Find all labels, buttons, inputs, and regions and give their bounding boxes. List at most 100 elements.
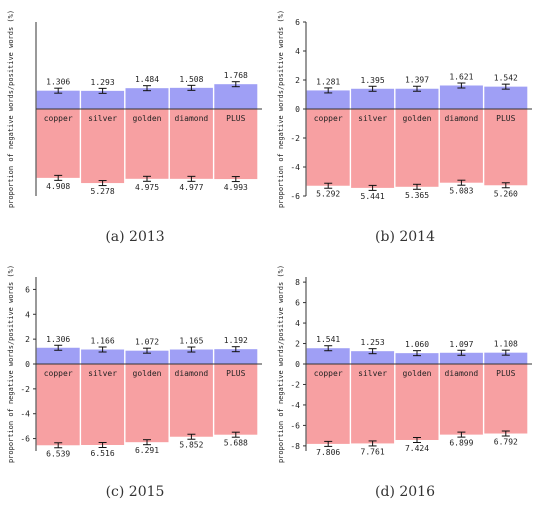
category-label: silver: [358, 369, 387, 378]
data-label: 4.975: [135, 183, 159, 192]
y-tick-label: 2: [25, 335, 30, 344]
negative-bar: [214, 364, 258, 435]
negative-bar: [306, 364, 350, 444]
category-label: PLUS: [496, 114, 515, 123]
y-axis-label: proportion of negative words/positive wo…: [277, 265, 285, 463]
y-tick-label: -8: [290, 442, 300, 451]
negative-bar: [36, 109, 80, 178]
data-label: 1.397: [405, 76, 429, 85]
negative-bar: [169, 109, 213, 179]
data-label: 5.292: [316, 190, 340, 199]
data-label: 6.792: [494, 438, 518, 447]
negative-bar: [395, 109, 439, 187]
category-label: PLUS: [496, 369, 515, 378]
data-label: 5.441: [361, 192, 385, 201]
data-label: 1.542: [494, 74, 518, 83]
data-label: 4.908: [46, 182, 70, 191]
data-label: 1.165: [179, 337, 203, 346]
data-label: 1.072: [135, 338, 159, 347]
negative-bar: [439, 109, 483, 183]
data-label: 1.508: [179, 75, 203, 84]
category-label: PLUS: [226, 369, 245, 378]
data-label: 1.166: [91, 337, 115, 346]
negative-bar: [36, 364, 80, 446]
category-label: PLUS: [226, 114, 245, 123]
category-label: copper: [44, 369, 73, 378]
data-label: 5.278: [91, 187, 115, 196]
chart-2015: 6 4 2 0 -2 -4 -6 proportion of negative words/p…: [7, 265, 262, 500]
negative-bar: [351, 364, 395, 444]
data-label: 6.291: [135, 446, 159, 455]
data-label: 5.688: [224, 439, 248, 448]
positive-bar: [395, 88, 439, 109]
category-label: silver: [358, 114, 387, 123]
positive-bar: [439, 85, 483, 109]
y-tick-label: 2: [295, 340, 300, 349]
data-label: 5.365: [405, 191, 429, 200]
data-label: 4.977: [179, 183, 203, 192]
data-label: 4.993: [224, 183, 248, 192]
y-axis-label: proportion of negative words/positive wo…: [7, 265, 15, 463]
panel-caption: (c) 2015: [106, 484, 165, 500]
y-tick-label: -4: [20, 410, 30, 419]
category-label: diamond: [175, 369, 209, 378]
positive-bar: [306, 348, 350, 364]
positive-bar: [36, 347, 80, 364]
y-tick-label: 8: [295, 278, 300, 287]
data-label: 1.281: [316, 77, 340, 86]
positive-bar: [484, 86, 528, 109]
category-label: diamond: [445, 369, 479, 378]
positive-bar: [169, 87, 213, 109]
negative-bar: [214, 109, 258, 180]
panel-caption: (a) 2013: [105, 229, 164, 245]
positive-bar: [351, 351, 395, 364]
data-label: 1.541: [316, 335, 340, 344]
data-label: 1.253: [361, 338, 385, 347]
y-tick-label: 0: [295, 105, 300, 114]
positive-bar: [395, 353, 439, 364]
category-label: golden: [403, 369, 432, 378]
positive-bar: [214, 349, 258, 364]
category-label: diamond: [175, 114, 209, 123]
data-label: 7.806: [316, 448, 340, 457]
data-label: 7.761: [361, 447, 385, 456]
data-label: 1.484: [135, 75, 159, 84]
chart-panel-2013: proportion of negative words/positive wo…: [0, 0, 270, 259]
positive-bar: [484, 352, 528, 364]
data-label: 6.539: [46, 449, 70, 458]
data-label: 7.424: [405, 444, 429, 453]
data-label: 5.852: [179, 441, 203, 450]
y-tick-label: -4: [290, 401, 300, 410]
data-label: 1.097: [449, 340, 473, 349]
panel-caption: (d) 2016: [375, 484, 435, 500]
negative-bar: [125, 364, 169, 443]
y-tick-label: 6: [295, 299, 300, 308]
y-tick-label: 0: [25, 360, 30, 369]
chart-2016: 8 6 4 2 0 -2 -4 -6 -8 proportion of negative word…: [277, 265, 532, 500]
y-tick-label: -2: [20, 385, 30, 394]
positive-bar: [125, 350, 169, 364]
negative-bar: [395, 364, 439, 440]
positive-bar: [169, 349, 213, 364]
negative-bar: [306, 109, 350, 186]
category-label: copper: [314, 114, 343, 123]
category-label: copper: [44, 114, 73, 123]
positive-bar: [81, 349, 125, 364]
positive-bar: [214, 84, 258, 109]
chart-panel-2014: 6 4 2 0 -2 -4 -6 proportion of negative words/p…: [270, 0, 540, 259]
negative-bar: [125, 109, 169, 179]
negative-bar: [81, 364, 125, 445]
positive-bar: [36, 90, 80, 109]
y-tick-label: -6: [20, 435, 30, 444]
y-tick-label: -2: [290, 134, 300, 143]
y-tick-label: -6: [290, 192, 300, 201]
y-tick-label: 0: [295, 360, 300, 369]
data-label: 1.621: [449, 72, 473, 81]
data-label: 6.516: [91, 449, 115, 458]
y-tick-label: 4: [295, 47, 300, 56]
y-tick-label: -4: [290, 163, 300, 172]
data-label: 1.293: [91, 78, 115, 87]
y-tick-label: 6: [295, 18, 300, 27]
data-label: 1.395: [361, 76, 385, 85]
positive-bar: [125, 88, 169, 109]
